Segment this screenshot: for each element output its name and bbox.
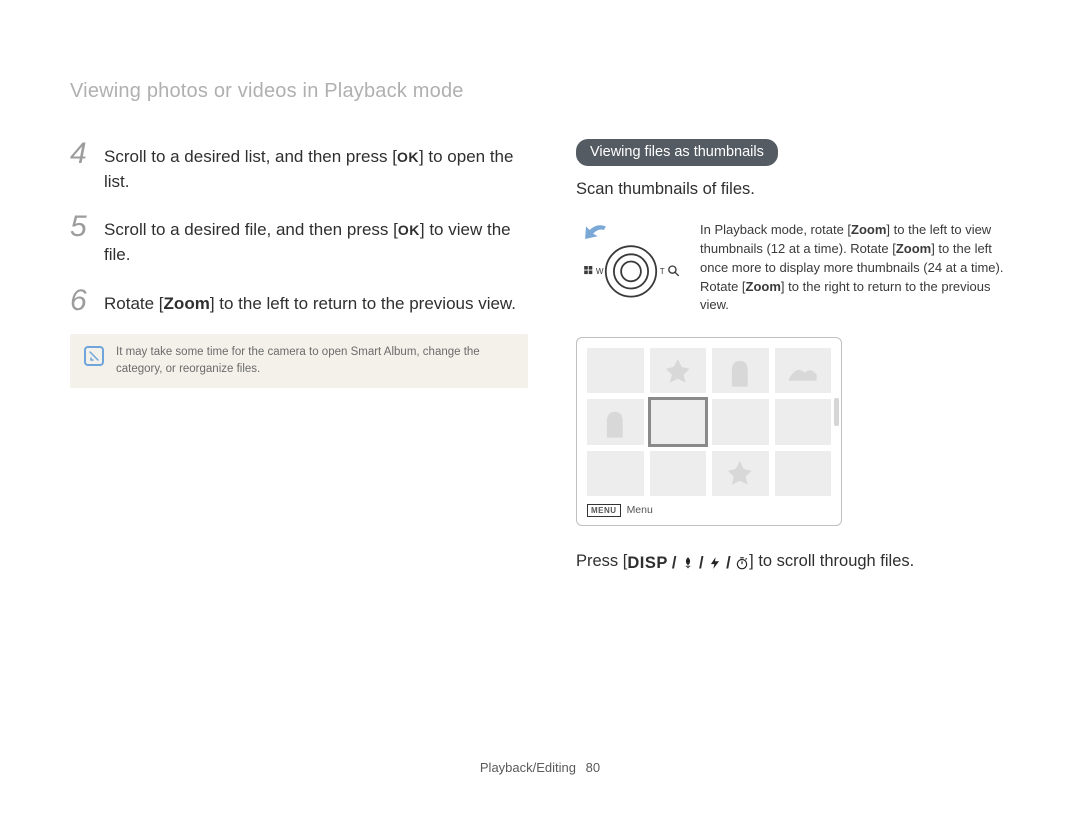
macro-icon	[681, 556, 695, 570]
thumbnail-cell	[712, 348, 769, 393]
press-pre: Press [	[576, 552, 627, 570]
zoom-instruction-row: W T In Playback mode, rotate [Zoom] to t…	[576, 221, 1006, 315]
thumbnail-cell	[587, 348, 644, 393]
thumbnail-cell	[712, 399, 769, 444]
thumbnail-cell	[775, 348, 832, 393]
manual-page: Viewing photos or videos in Playback mod…	[0, 0, 1080, 815]
thumbnail-cell	[775, 399, 832, 444]
note-box: It may take some time for the camera to …	[70, 334, 528, 387]
note-text: It may take some time for the camera to …	[116, 344, 514, 377]
zoom-instruction-text: In Playback mode, rotate [Zoom] to the l…	[700, 221, 1006, 315]
two-column-layout: 4 Scroll to a desired list, and then pre…	[70, 139, 1010, 573]
zt-p1: In Playback mode, rotate [	[700, 222, 851, 237]
step-text-pre: Scroll to a desired file, and then press…	[104, 220, 398, 239]
step-text: Scroll to a desired list, and then press…	[104, 139, 528, 194]
left-column: 4 Scroll to a desired list, and then pre…	[70, 139, 528, 573]
svg-text:T: T	[660, 267, 665, 276]
timer-icon	[735, 556, 749, 570]
page-header-title: Viewing photos or videos in Playback mod…	[70, 80, 1010, 103]
zt-b3: Zoom	[746, 279, 781, 294]
thumbnail-cell	[775, 451, 832, 496]
scrollbar-thumb	[834, 398, 839, 426]
page-footer: Playback/Editing 80	[0, 760, 1080, 775]
step-text: Rotate [Zoom] to the left to return to t…	[104, 286, 516, 317]
step-text-pre: Scroll to a desired list, and then press…	[104, 147, 397, 166]
disp-label: DISP	[627, 554, 668, 573]
footer-page-number: 80	[586, 760, 600, 775]
thumbnail-cell	[712, 451, 769, 496]
section-subdesc: Scan thumbnails of files.	[576, 180, 1006, 199]
thumbnail-menu-bar: MENU Menu	[587, 504, 831, 517]
ok-icon: OK	[397, 147, 419, 167]
flash-icon	[708, 556, 722, 570]
thumbnail-panel: MENU Menu	[576, 337, 842, 526]
step-4: 4 Scroll to a desired list, and then pre…	[70, 139, 528, 194]
step-number: 6	[70, 286, 92, 316]
thumbnail-cell	[587, 399, 644, 444]
ok-icon: OK	[398, 220, 420, 240]
step-text: Scroll to a desired file, and then press…	[104, 212, 528, 267]
thumbnail-cell-selected	[650, 399, 707, 444]
menu-chip-icon: MENU	[587, 504, 621, 517]
press-post: ] to scroll through files.	[749, 552, 914, 570]
zoom-bold: Zoom	[164, 294, 210, 313]
zt-b1: Zoom	[851, 222, 886, 237]
section-badge: Viewing files as thumbnails	[576, 139, 778, 166]
right-column: Viewing files as thumbnails Scan thumbna…	[576, 139, 1006, 573]
note-icon	[84, 346, 104, 366]
step-5: 5 Scroll to a desired file, and then pre…	[70, 212, 528, 267]
thumbnail-cell	[650, 348, 707, 393]
zoom-dial-illustration: W T	[576, 221, 686, 311]
thumbnail-cell	[650, 451, 707, 496]
menu-label: Menu	[627, 504, 653, 516]
svg-text:W: W	[596, 267, 604, 276]
step-text-post: ] to the left to return to the previous …	[210, 294, 516, 313]
step-6: 6 Rotate [Zoom] to the left to return to…	[70, 286, 528, 317]
zt-b2: Zoom	[896, 241, 931, 256]
disp-button-glyphs: DISP/ / /	[627, 554, 749, 573]
step-number: 5	[70, 212, 92, 242]
thumbnail-cell	[587, 451, 644, 496]
footer-section: Playback/Editing	[480, 760, 576, 775]
step-number: 4	[70, 139, 92, 169]
thumbnail-grid	[587, 348, 831, 496]
press-instruction: Press [ DISP/ / / ] to scroll through fi…	[576, 552, 1006, 573]
step-text-pre: Rotate [	[104, 294, 164, 313]
